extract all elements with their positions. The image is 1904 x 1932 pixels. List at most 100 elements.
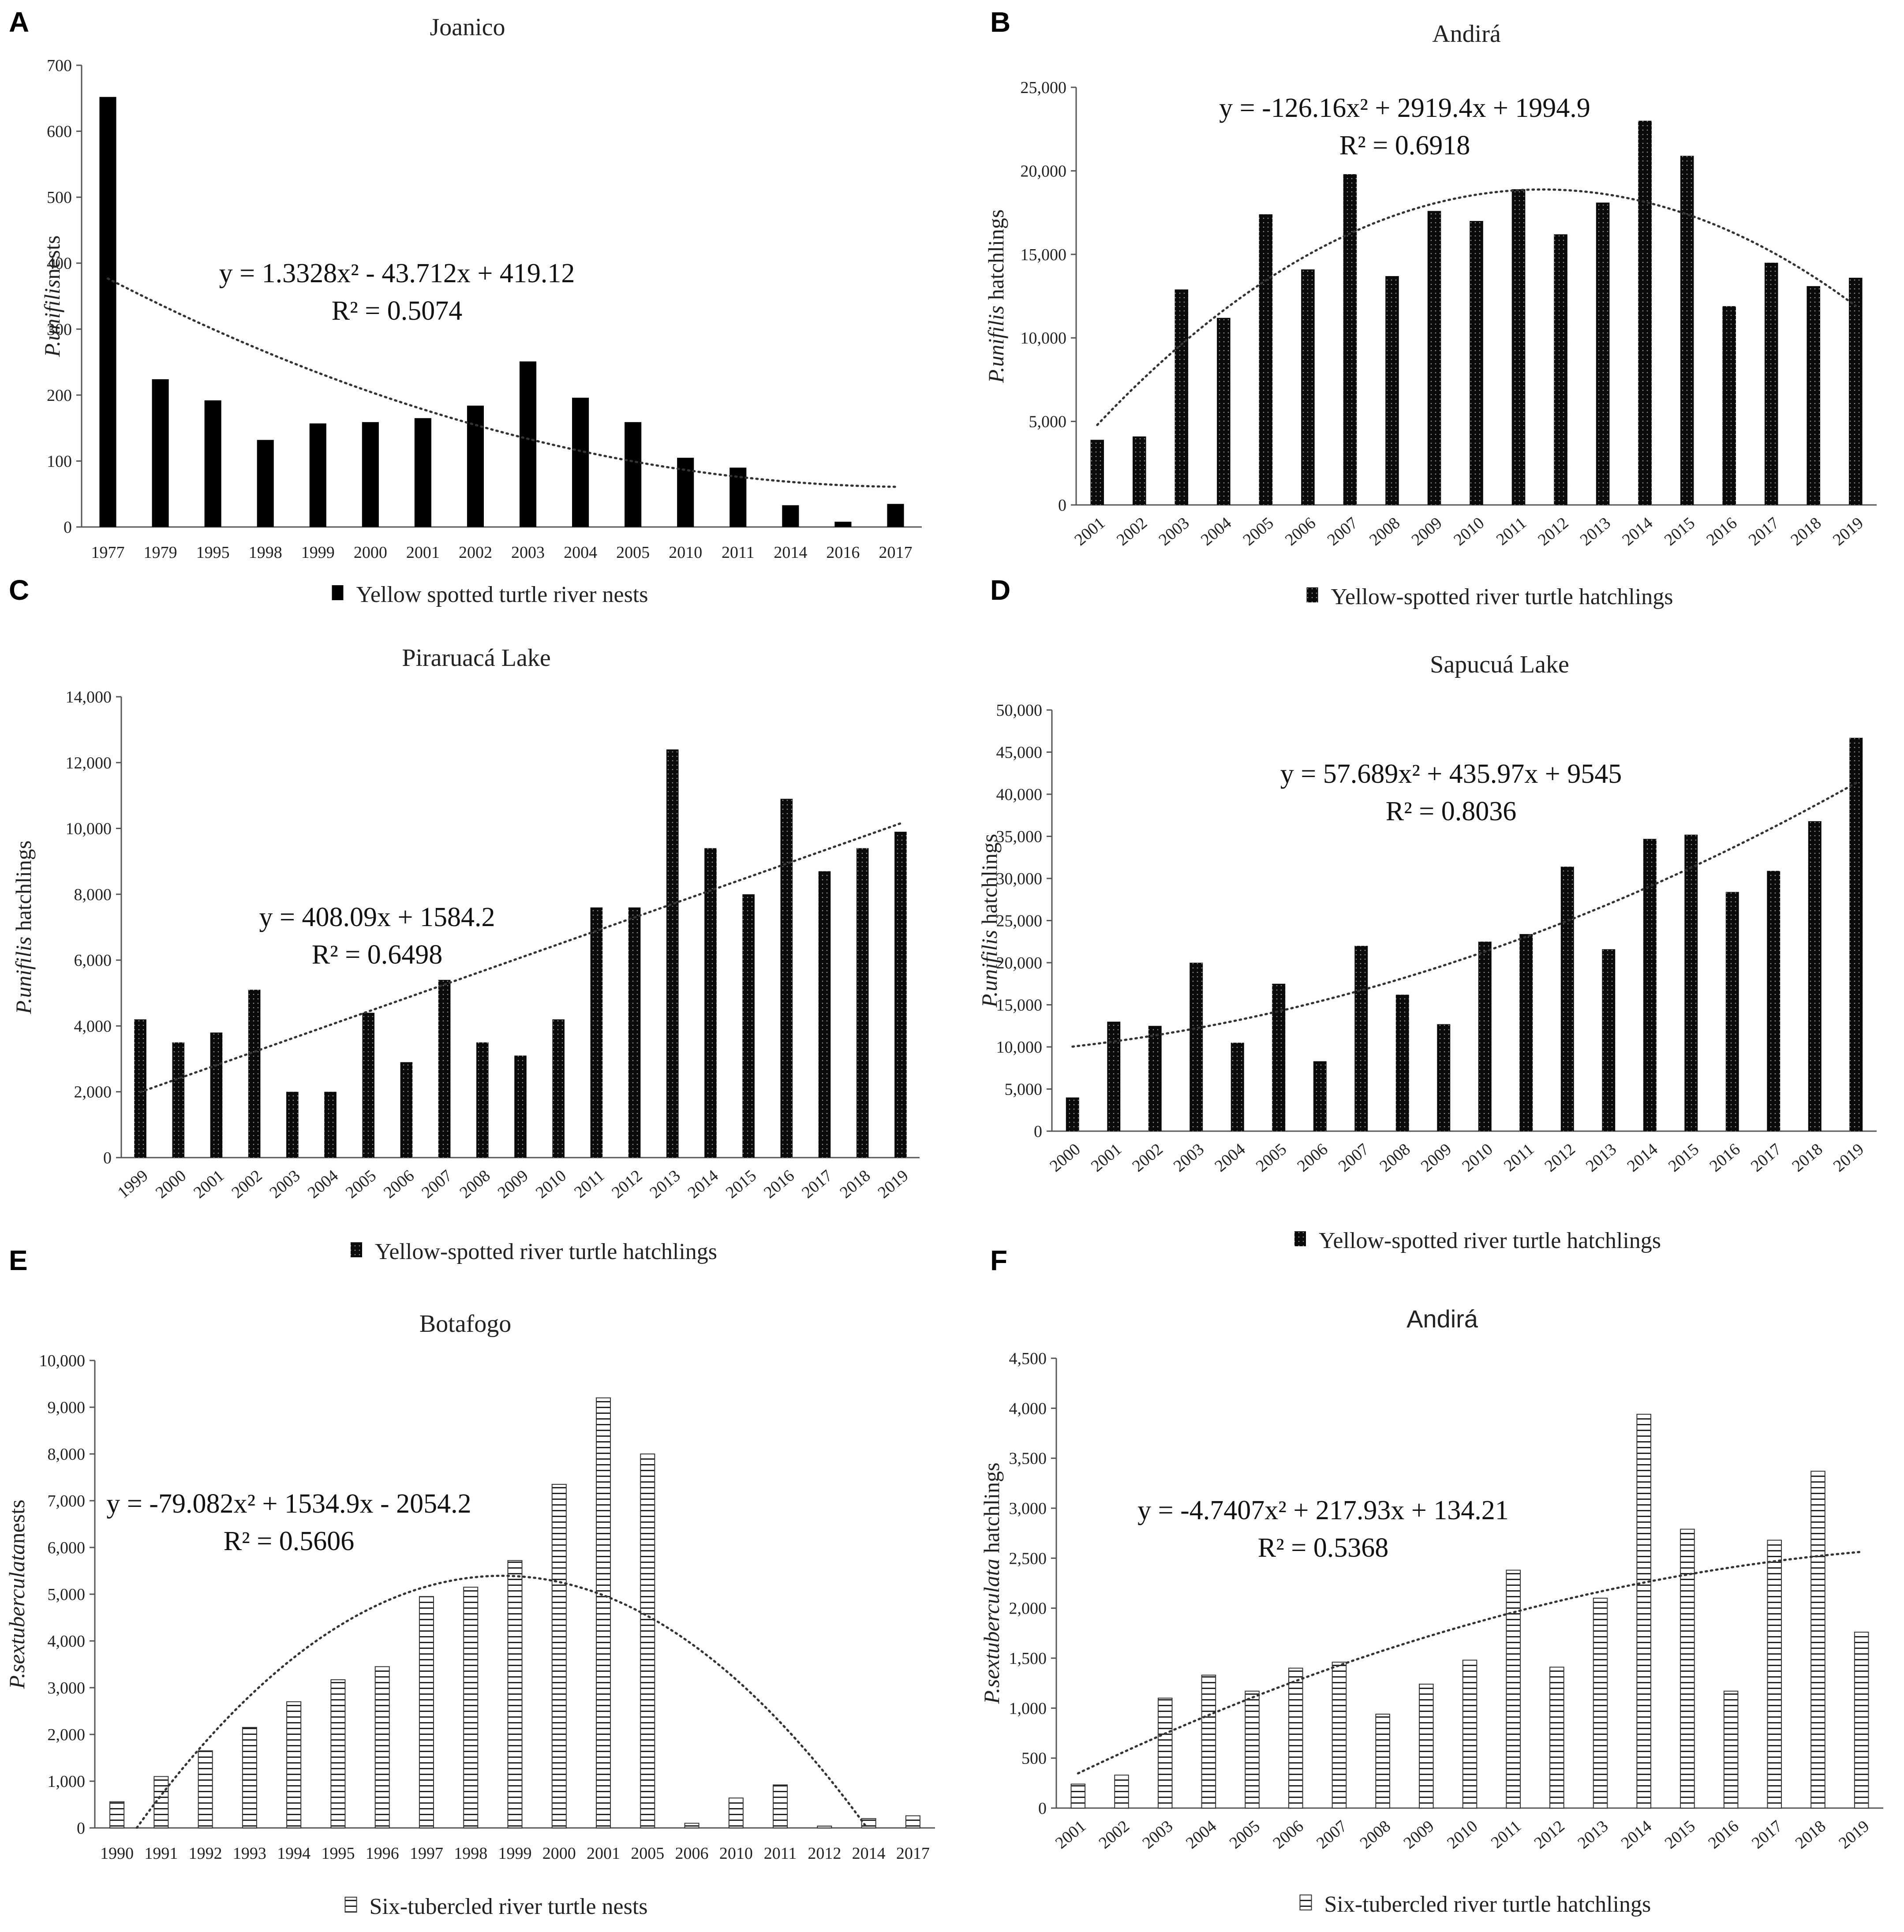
bar-2016 [1725, 892, 1739, 1131]
x-tick-label: 2015 [722, 1166, 760, 1202]
x-tick-label: 2008 [1366, 514, 1403, 549]
y-tick-label: 2,000 [48, 1726, 86, 1744]
bar-2015 [742, 894, 755, 1158]
bar-2012 [1560, 867, 1574, 1131]
y-tick-label: 25,000 [1021, 78, 1067, 97]
bar-2003 [286, 1091, 299, 1158]
x-tick-label: 2006 [1269, 1817, 1307, 1853]
x-tick-label: 2019 [874, 1166, 912, 1202]
bar-2017 [818, 871, 831, 1158]
y-tick-label: 500 [1021, 1749, 1047, 1768]
bar-1977 [99, 97, 116, 527]
bar-2001 [595, 1397, 611, 1829]
x-tick-label: 2011 [764, 1844, 797, 1863]
y-tick-label: 2,000 [1009, 1599, 1047, 1618]
x-tick-label: 2003 [1139, 1817, 1176, 1853]
x-tick-label: 2018 [1792, 1817, 1829, 1853]
x-tick-label: 2006 [675, 1844, 709, 1863]
bar-2014 [704, 848, 717, 1158]
y-tick-label: 5,000 [1029, 413, 1067, 431]
x-tick-label: 2015 [1661, 514, 1698, 549]
x-tick-label: 1996 [366, 1844, 399, 1863]
x-tick-label: 2014 [1619, 514, 1656, 549]
x-tick-label: 2004 [1182, 1817, 1220, 1853]
trend-r-squared: R² = 0.5368 [1258, 1533, 1388, 1563]
panel-letter: A [9, 6, 29, 38]
y-tick-label: 15,000 [1021, 246, 1067, 264]
x-tick-label: 2019 [1835, 1817, 1873, 1853]
bar-2010 [1478, 942, 1492, 1131]
bar-2013 [666, 749, 679, 1158]
y-tick-label: 10,000 [66, 820, 112, 838]
bar-2000 [172, 1042, 185, 1158]
y-axis-label: P.sextuberculata hatchlings [979, 1462, 1004, 1704]
y-tick-label: 300 [47, 320, 72, 339]
x-tick-label: 2001 [190, 1166, 228, 1202]
bar-2016 [1723, 1690, 1739, 1809]
y-tick-label: 5,000 [48, 1585, 86, 1604]
bar-2009 [1419, 1683, 1434, 1809]
y-tick-label: 35,000 [996, 828, 1043, 846]
x-tick-label: 2001 [1071, 514, 1108, 549]
y-tick-label: 1,500 [1009, 1649, 1047, 1668]
y-tick-label: 400 [47, 254, 72, 273]
y-axis-label-species: P.unifilis [40, 280, 64, 358]
x-tick-label: 1992 [189, 1844, 222, 1863]
chart-title: Botafogo [419, 1310, 511, 1338]
x-tick-label: 2013 [1582, 1140, 1620, 1176]
trendline [1096, 188, 1857, 426]
bar-2011 [1511, 189, 1526, 505]
trendline [135, 1574, 867, 1829]
y-tick-label: 1,000 [48, 1772, 86, 1791]
y-axis-label: P.unifilis hatchlings [11, 841, 36, 1015]
y-axis-label: P.unifilisnests [40, 235, 64, 358]
x-tick-label: 2015 [1665, 1140, 1702, 1176]
x-tick-label: 2011 [1493, 514, 1530, 549]
x-tick-label: 2002 [1113, 514, 1151, 549]
x-tick-label: 2005 [342, 1166, 380, 1202]
x-tick-label: 2017 [896, 1844, 930, 1863]
x-tick-label: 2006 [1294, 1140, 1331, 1176]
legend-swatch [351, 1242, 362, 1257]
y-tick-label: 10,000 [1021, 329, 1067, 348]
panel-letter: D [990, 574, 1010, 606]
trendline [107, 277, 897, 488]
y-tick-label: 6,000 [74, 951, 112, 970]
x-tick-label: 2015 [1661, 1817, 1698, 1853]
y-axis-label-species: P.sextuberculata [979, 1558, 1004, 1704]
y-tick-label: 20,000 [996, 954, 1043, 972]
trendline [1071, 781, 1857, 1048]
bar-1994 [286, 1701, 302, 1829]
bar-2019 [1848, 277, 1863, 505]
trend-equation: y = 1.3328x² - 43.712x + 419.12 [219, 258, 575, 288]
x-tick-label: 2007 [1324, 514, 1361, 549]
bar-2004 [1231, 1043, 1244, 1131]
bar-2000 [362, 422, 379, 527]
x-tick-label: 2011 [1488, 1817, 1525, 1852]
bar-2014 [1636, 1413, 1652, 1809]
trend-r-squared: R² = 0.6918 [1339, 131, 1470, 161]
y-tick-label: 3,500 [1009, 1450, 1047, 1468]
x-tick-label: 2014 [1618, 1817, 1655, 1853]
chart-panel-f: F Andirá 0 500 1,000 1,500 2,000 2,500 3,000 3,50… [979, 1244, 1883, 1917]
bar-2010 [1462, 1659, 1478, 1809]
y-tick-label: 12,000 [66, 754, 112, 772]
x-tick-label: 2006 [380, 1166, 418, 1202]
x-tick-label: 2004 [304, 1166, 342, 1202]
y-tick-label: 3,000 [1009, 1499, 1047, 1518]
bar-2016 [1722, 306, 1736, 505]
bar-2012 [628, 907, 641, 1158]
bar-2000 [1066, 1097, 1079, 1131]
bar-2006 [1288, 1667, 1303, 1809]
bar-1990 [109, 1801, 125, 1828]
x-tick-label: 2008 [456, 1166, 494, 1202]
y-tick-label: 9,000 [48, 1398, 86, 1417]
trend-r-squared: R² = 0.6498 [312, 940, 442, 970]
bar-2004 [1201, 1674, 1216, 1809]
y-tick-label: 0 [77, 1819, 85, 1838]
x-tick-label: 2016 [1705, 1817, 1742, 1853]
bar-2008 [1395, 994, 1409, 1131]
y-tick-label: 500 [47, 188, 72, 207]
bar-2017 [905, 1815, 920, 1828]
bar-2011 [1519, 934, 1533, 1131]
